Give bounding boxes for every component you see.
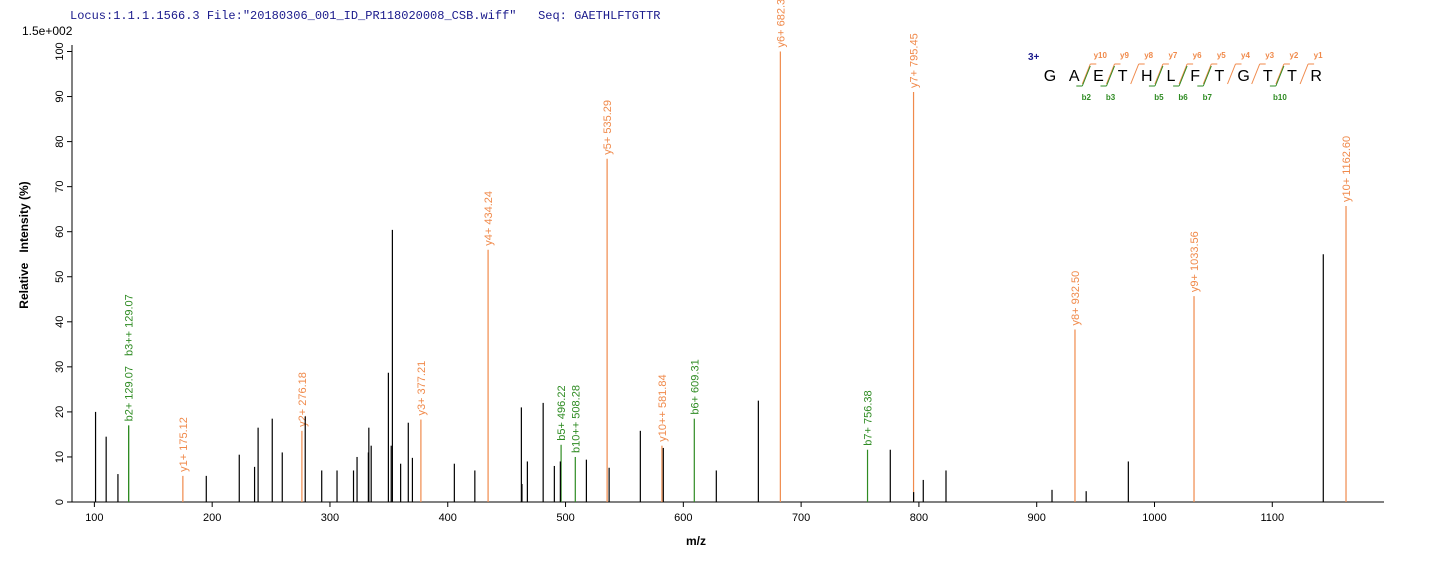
y-break [1130,63,1140,85]
x-tick-label: 300 [321,512,339,524]
y-ion-label: y10 [1094,51,1108,60]
y-tick-label: 100 [54,42,66,60]
x-tick-label: 1100 [1260,512,1284,524]
x-tick-label: 1000 [1142,512,1166,524]
residue: T [1263,68,1273,85]
x-tick-label: 400 [439,512,457,524]
x-tick-label: 800 [910,512,928,524]
b-ion-label: b10 [1273,93,1287,102]
y-break [1178,63,1188,85]
y-ion-label: y2 [1289,51,1298,60]
scale-label: 1.5e+002 [22,24,73,38]
b-ion-label: b6 [1178,93,1188,102]
x-tick-label: 900 [1028,512,1046,524]
y-break [1202,63,1212,85]
y-break [1106,63,1115,85]
y-ion-label: y4 [1241,51,1250,60]
peak-label: y1+ 175.12 [178,417,190,472]
residue: F [1190,68,1200,85]
residue: G [1044,68,1056,85]
residue: R [1310,68,1322,85]
peak-label: b5+ 496.22 [556,385,568,440]
residue: H [1141,68,1153,85]
peak-label: y10+ 1162.60 [1341,136,1353,202]
y-ion-label: y7 [1168,51,1177,60]
peak-label: b10++ 508.28 [570,385,582,453]
y-tick-label: 30 [54,361,66,373]
residue: G [1237,68,1249,85]
y-tick-label: 0 [54,499,66,505]
y-ion-label: y9 [1120,51,1129,60]
b-ion-label: b5 [1154,93,1164,102]
peak-label: y2+ 276.18 [297,372,309,427]
peak-label: b7+ 756.38 [863,390,875,445]
b-break [1106,65,1115,87]
y-break [1081,63,1091,85]
y-tick-label: 10 [54,451,66,463]
x-tick-label: 100 [85,512,103,524]
b-ion-label: b2 [1082,93,1092,102]
peak-label: y3+ 377.21 [416,361,428,416]
x-tick-label: 700 [792,512,810,524]
y-break [1227,63,1236,85]
y-tick-label: 60 [54,226,66,238]
b-break [1275,65,1285,87]
y-tick-label: 50 [54,271,66,283]
residue: T [1118,68,1128,85]
b-ion-label: b7 [1203,93,1213,102]
y-break [1299,63,1309,85]
peak-label: y4+ 434.24 [483,191,495,246]
header: Locus:1.1.1.1566.3 File:"20180306_001_ID… [70,9,661,23]
b-break [1178,65,1188,87]
y-break [1154,63,1164,85]
y-tick-label: 80 [54,135,66,147]
y-axis-label: Relative Intensity (%) [17,181,31,308]
y-ion-label: y8 [1144,51,1153,60]
residue: A [1069,68,1080,85]
y-tick-label: 90 [54,90,66,102]
y-ion-label: y3 [1265,51,1274,60]
peak-label: y9+ 1033.56 [1189,231,1201,292]
y-break [1275,63,1285,85]
charge: 3+ [1028,52,1040,63]
b-break [1202,65,1212,87]
residue: T [1287,68,1297,85]
y-ion-label: y1 [1314,51,1323,60]
peak-label: b3++ 129.07 [124,294,136,356]
x-tick-label: 600 [674,512,692,524]
peak-label: y7+ 795.45 [909,33,921,88]
x-tick-label: 500 [556,512,574,524]
peak-label: b2+ 129.07 [124,366,136,421]
y-ion-label: y6 [1193,51,1202,60]
peak-label: y6+ 682.37 [775,0,787,48]
peak-label: y8+ 932.50 [1070,271,1082,326]
peak-label: y10++ 581.84 [657,374,669,441]
y-tick-label: 70 [54,181,66,193]
residue: E [1093,68,1104,85]
y-tick-label: 40 [54,316,66,328]
b-break [1081,65,1091,87]
residue: T [1215,68,1225,85]
b-break [1154,65,1164,87]
x-tick-label: 200 [203,512,221,524]
b-ion-label: b3 [1106,93,1116,102]
y-ion-label: y5 [1217,51,1226,60]
y-break [1251,63,1261,85]
y-tick-label: 20 [54,406,66,418]
x-axis-label: m/z [686,534,706,548]
peak-label: y5+ 535.29 [602,100,614,155]
peak-label: b6+ 609.31 [689,359,701,414]
residue: L [1167,68,1176,85]
